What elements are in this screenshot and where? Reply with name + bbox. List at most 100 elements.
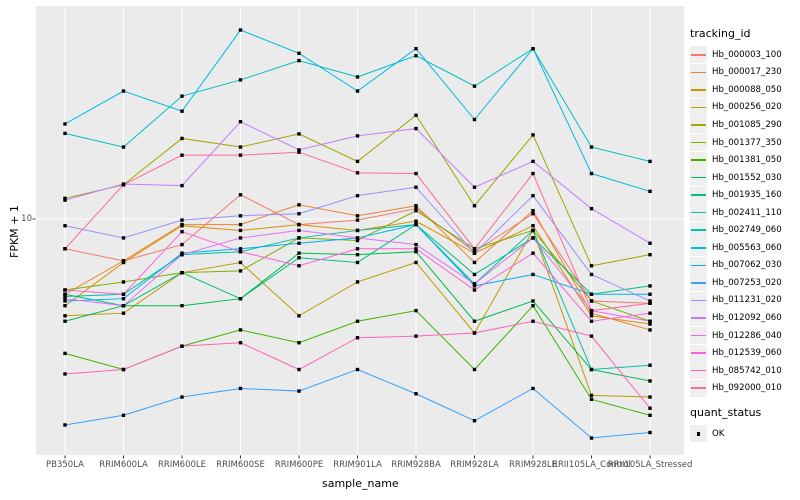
data-point	[355, 319, 360, 323]
data-point	[648, 299, 652, 303]
data-point	[63, 372, 67, 376]
data-point	[180, 229, 184, 234]
legend-line-swatch	[690, 116, 707, 134]
data-point	[297, 51, 301, 56]
data-point	[63, 288, 67, 292]
legend-color-line	[691, 299, 706, 302]
data-point	[472, 282, 477, 286]
legend-color-line	[691, 369, 706, 372]
data-point	[180, 109, 184, 113]
legend-color-line	[691, 264, 706, 267]
data-point	[297, 148, 301, 152]
data-point	[297, 264, 301, 268]
legend-title-tracking-id: tracking_id	[690, 27, 751, 40]
legend-color-line	[691, 352, 706, 354]
data-point	[180, 344, 184, 348]
data-point	[63, 303, 67, 308]
data-point	[589, 436, 594, 440]
legend-color-line	[691, 106, 706, 109]
data-point	[589, 334, 594, 338]
legend-label: Hb_012539_060	[712, 348, 782, 359]
legend-color-line	[691, 194, 706, 196]
data-point	[180, 224, 184, 228]
data-point	[648, 159, 652, 164]
legend-label: Hb_012286_040	[712, 330, 782, 341]
data-point	[355, 193, 360, 198]
legend-label: Hb_001935_160	[712, 190, 782, 201]
legend-item-Hb_000256_020: Hb_000256_020	[690, 98, 798, 117]
data-point	[63, 122, 67, 126]
legend-line-swatch	[690, 344, 707, 362]
data-point	[63, 351, 67, 356]
legend-item-Hb_002411_110: Hb_002411_110	[690, 204, 798, 222]
legend-item-Hb_001552_030: Hb_001552_030	[690, 169, 798, 187]
data-point	[238, 153, 243, 157]
data-point	[238, 247, 243, 251]
data-point	[531, 272, 535, 277]
data-point	[472, 251, 477, 255]
legend-color-line	[691, 89, 706, 91]
data-point	[472, 319, 477, 323]
data-point	[589, 272, 594, 277]
legend-line-swatch	[690, 134, 707, 151]
data-point	[531, 228, 535, 233]
data-point	[297, 132, 301, 136]
legend-item-Hb_011231_020: Hb_011231_020	[690, 291, 798, 310]
data-point	[589, 397, 594, 402]
data-point	[589, 319, 594, 323]
data-point	[414, 260, 418, 265]
data-point	[63, 196, 67, 201]
data-point	[355, 367, 360, 372]
data-point	[297, 314, 301, 318]
legend-color-line	[691, 71, 706, 74]
x-tick-label-RRIM928BA: RRIM928BA	[391, 460, 441, 470]
data-point	[355, 228, 360, 233]
legend-color-line	[691, 124, 706, 126]
legend-line-swatch	[690, 256, 707, 274]
legend-label: Hb_000003_100	[712, 49, 782, 60]
data-point	[472, 84, 477, 88]
data-point	[238, 145, 243, 149]
data-point	[238, 260, 243, 265]
data-point	[648, 430, 652, 435]
data-point	[589, 308, 594, 313]
data-point	[297, 203, 301, 207]
legend: tracking_id Hb_000003_100 Hb_000017_230 Hb…	[690, 27, 798, 443]
data-point	[297, 222, 301, 227]
data-point	[414, 222, 418, 227]
x-tick-label-RRIM928LA: RRIM928LA	[450, 460, 499, 470]
data-point	[414, 249, 418, 254]
data-point	[121, 145, 126, 149]
data-point	[355, 134, 360, 138]
data-point	[414, 308, 418, 313]
data-point	[238, 249, 243, 254]
data-point	[180, 218, 184, 222]
data-point	[63, 296, 67, 301]
x-tick-label-RRIM600PE: RRIM600PE	[274, 460, 324, 470]
legend-color-line	[691, 229, 706, 231]
x-tick-label-PB350LA: PB350LA	[46, 460, 84, 470]
legend-line-swatch	[690, 362, 707, 380]
legend-label: Hb_092000_010	[712, 383, 782, 394]
data-point	[180, 183, 184, 188]
data-point	[238, 222, 243, 227]
legend-line-swatch	[690, 81, 707, 99]
data-point	[355, 280, 360, 284]
data-point	[472, 284, 477, 288]
data-point	[297, 150, 301, 154]
legend-quant-status: quant_status OK	[690, 406, 798, 443]
data-point	[238, 214, 243, 218]
data-point	[180, 270, 184, 275]
data-point	[355, 214, 360, 218]
legend-item-Hb_012539_060: Hb_012539_060	[690, 344, 798, 362]
legend-color-line	[691, 141, 706, 144]
data-point	[472, 288, 477, 292]
data-point	[355, 218, 360, 222]
data-point	[238, 341, 243, 345]
data-point	[63, 224, 67, 228]
legend-label: Hb_007253_020	[712, 277, 782, 288]
legend-item-Hb_001085_290: Hb_001085_290	[690, 116, 798, 134]
data-point	[63, 198, 67, 202]
data-point	[63, 314, 67, 318]
data-point	[297, 251, 301, 255]
